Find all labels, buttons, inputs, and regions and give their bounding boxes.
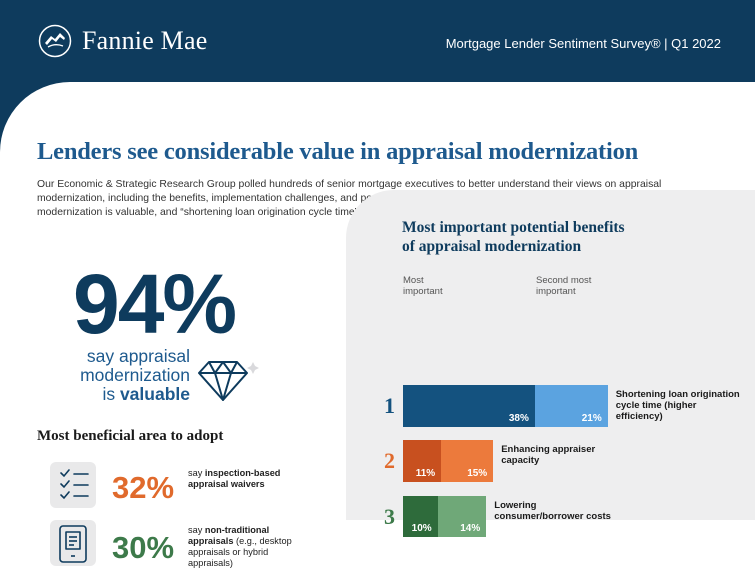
- checklist-icon: [50, 462, 96, 508]
- area-desc-1-pre: say: [188, 468, 205, 478]
- area-desc-2: say non-traditional appraisals (e.g., de…: [188, 525, 298, 569]
- stat-line-1: say appraisal: [86, 346, 190, 366]
- brand-name: Fannie Mae: [82, 26, 208, 55]
- bar-label-1: Shortening loan origination cycle time (…: [615, 389, 740, 422]
- rank-1: 1: [384, 393, 395, 418]
- area-desc-2-pre: say: [188, 525, 205, 535]
- benefits-title-line-1: Most important potential benefits: [402, 219, 625, 236]
- page-headline: Lenders see considerable value in apprai…: [37, 138, 639, 165]
- area-desc-2-rest: (e.g., desktop appraisals or hybrid appr…: [188, 536, 292, 568]
- survey-title: Mortgage Lender Sentiment Survey® | Q1 2…: [445, 36, 721, 51]
- bar-2-most: 11%: [403, 440, 442, 482]
- area-desc-1: say inspection-based appraisal waivers: [188, 468, 298, 490]
- area-pct-2: 30%: [112, 530, 175, 565]
- bar-label-3: Lowering consumer/borrower costs: [494, 500, 611, 522]
- stat-line-3: is valuable: [60, 385, 190, 404]
- bar-2-second: 15%: [441, 440, 494, 482]
- brand-logo[interactable]: Fannie Mae: [38, 24, 207, 58]
- rank-2: 2: [384, 448, 395, 473]
- col-label-most: Most important: [403, 275, 443, 297]
- area-desc-2-bold: non-traditional appraisals: [188, 525, 270, 546]
- bar-3-second: 14%: [437, 496, 487, 537]
- stat-line-2: modernization: [80, 365, 190, 385]
- stat-value: 94%: [73, 257, 237, 351]
- area-desc-1-bold: inspection-based appraisal waivers: [188, 468, 281, 489]
- bar-1-second: 21%: [534, 385, 608, 427]
- stat-line-3-bold: valuable: [119, 384, 190, 404]
- benefits-title-line-2: of appraisal modernization: [402, 238, 582, 255]
- tablet-icon: [50, 520, 96, 566]
- diamond-icon: [198, 361, 259, 401]
- rank-3: 3: [384, 503, 395, 529]
- stat-line-3-pre: is: [102, 384, 120, 404]
- col-label-second: Second most important: [536, 275, 592, 297]
- fannie-mae-house-icon: [38, 24, 72, 58]
- bar-label-2: Enhancing appraiser capacity: [501, 444, 596, 466]
- bar-3-most: 10%: [403, 496, 438, 537]
- bar-1-most: 38%: [403, 385, 535, 427]
- benefits-title: Most important potential benefits of app…: [402, 218, 625, 256]
- area-pct-1: 32%: [112, 470, 175, 505]
- areas-title: Most beneficial area to adopt: [37, 428, 224, 444]
